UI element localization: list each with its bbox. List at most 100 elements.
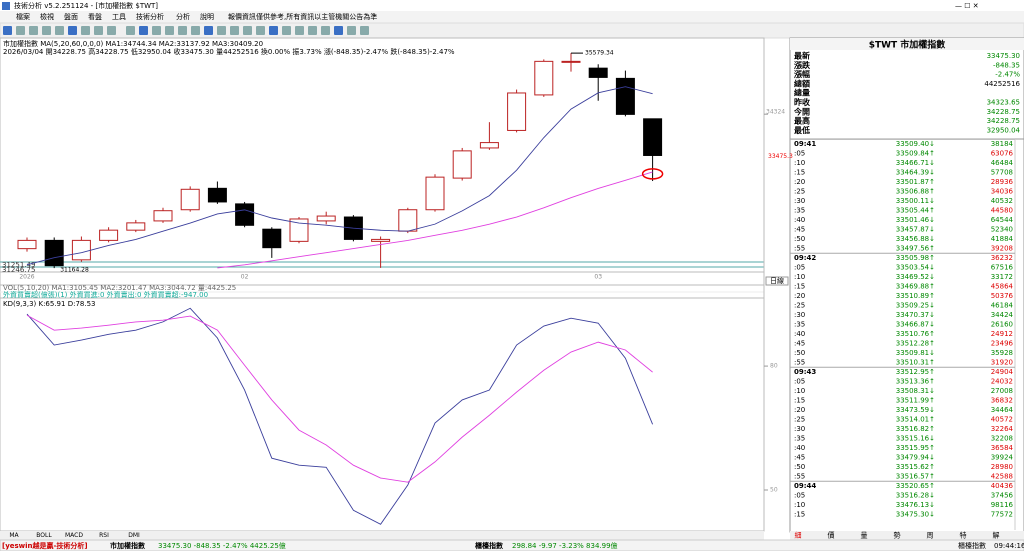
tick-time: :25	[794, 302, 805, 310]
tick-price: 33509.81↓	[896, 349, 935, 357]
tick-volume: 32208	[991, 435, 1013, 443]
indicator-tab[interactable]: BOLL	[36, 532, 52, 539]
tick-time: :40	[794, 216, 805, 224]
candle-body	[126, 222, 146, 231]
tool-button[interactable]	[256, 26, 265, 35]
tool-button[interactable]	[107, 26, 116, 35]
tick-time: :15	[794, 283, 805, 291]
quote-value: 34228.75	[987, 108, 1020, 116]
panel-tab[interactable]: 細	[795, 531, 802, 540]
menu-item[interactable]: 分析	[176, 12, 190, 21]
tool-button[interactable]	[295, 26, 304, 35]
status-quote: 298.84 -9.97 -3.23% 834.99億	[512, 541, 618, 550]
panel-tab[interactable]: 價	[828, 531, 835, 540]
tool-button[interactable]	[308, 26, 317, 35]
tool-button[interactable]	[204, 26, 213, 35]
tick-volume: 32264	[991, 425, 1014, 433]
tick-volume: 34424	[991, 311, 1014, 319]
menu-item[interactable]: 技術分析	[136, 12, 164, 21]
y-tick-label: 34324	[766, 109, 785, 116]
tool-button[interactable]	[126, 26, 135, 35]
menu-item[interactable]: 工具	[112, 13, 126, 21]
tick-time: :05	[794, 378, 805, 386]
tool-button[interactable]	[16, 26, 25, 35]
tool-button[interactable]	[230, 26, 239, 35]
period[interactable]: 日線	[770, 276, 784, 285]
panel-tab[interactable]: 解	[993, 531, 1000, 540]
tick-price: 33516.57↑	[896, 473, 935, 481]
tool-button[interactable]	[347, 26, 356, 35]
indicator-tab[interactable]: RSI	[99, 532, 109, 539]
tool-button[interactable]	[269, 26, 278, 35]
menu-item[interactable]: 檔案	[16, 12, 30, 21]
tick-price: 33456.88↓	[896, 235, 935, 243]
y-tick-label: 80	[770, 363, 778, 370]
tick-time: :20	[794, 292, 805, 300]
status-index: 櫃檯指數	[958, 541, 986, 550]
tick-price: 33470.37↓	[896, 311, 935, 319]
tool-button[interactable]	[81, 26, 90, 35]
quote-value: 32950.04	[987, 126, 1021, 134]
tick-price: 33475.30↓	[896, 511, 935, 519]
candle-body	[207, 187, 227, 203]
tick-time: :10	[794, 501, 805, 509]
indicator-tab[interactable]: MACD	[65, 532, 83, 539]
tool-button[interactable]	[243, 26, 252, 35]
tool-button[interactable]	[139, 26, 148, 35]
tick-time: :15	[794, 169, 805, 177]
quote-header-bg	[790, 38, 1024, 50]
indicator-tab[interactable]: DMI	[128, 532, 140, 539]
tick-time: :45	[794, 454, 805, 462]
panel-tab[interactable]: 量	[861, 532, 868, 540]
tool-button[interactable]	[68, 26, 77, 35]
window-title: 技術分析 v5.2.251124 - [市加權指數 $TWT]	[14, 1, 158, 10]
tool-button[interactable]	[165, 26, 174, 35]
tool-button[interactable]	[29, 26, 38, 35]
tool-button[interactable]	[152, 26, 161, 35]
tick-time: :55	[794, 245, 805, 253]
tool-button[interactable]	[178, 26, 187, 35]
tick-volume: 39924	[991, 454, 1014, 462]
tick-volume: 67516	[991, 264, 1014, 272]
panel-tab[interactable]: 周	[927, 532, 934, 540]
tool-button[interactable]	[55, 26, 64, 35]
tool-button[interactable]	[217, 26, 226, 35]
kd-title: KD(9,3,3) K:65.91 D:78.53	[3, 300, 95, 308]
status-index: 市加權指數	[110, 541, 145, 550]
tick-price: 33515.95↑	[896, 444, 935, 452]
tick-price: 33510.89↑	[896, 292, 935, 300]
menu-item[interactable]: 檢視	[40, 12, 54, 21]
status-time: 09:44:16	[994, 542, 1024, 550]
tick-volume: 64544	[991, 216, 1014, 224]
indicator-tab[interactable]: MA	[9, 532, 19, 539]
tick-time: :35	[794, 435, 805, 443]
tick-price: 33512.28↑	[896, 340, 935, 348]
tool-button[interactable]	[3, 26, 12, 35]
period-box[interactable]	[765, 276, 789, 286]
menu-item[interactable]: 看盤	[88, 12, 102, 21]
tool-button[interactable]	[360, 26, 369, 35]
tick-time: :55	[794, 359, 805, 367]
tick-volume: 37456	[991, 492, 1014, 500]
panel-tab[interactable]: 勢	[894, 531, 901, 540]
tool-button[interactable]	[94, 26, 103, 35]
menu-bar	[0, 11, 1024, 23]
tool-button[interactable]	[334, 26, 343, 35]
status-index: 櫃檯指數	[475, 541, 503, 550]
tick-volume: 36584	[991, 444, 1014, 452]
menu-item[interactable]: 說明	[200, 12, 214, 21]
tool-button[interactable]	[321, 26, 330, 35]
quote-value: -2.47%	[995, 71, 1020, 79]
tool-button[interactable]	[42, 26, 51, 35]
tool-button[interactable]	[191, 26, 200, 35]
window-controls[interactable]: — ☐ ✕	[955, 2, 979, 10]
panel-tab[interactable]: 特	[960, 531, 967, 540]
candle-body	[479, 142, 499, 149]
menu-item[interactable]: 盤面	[64, 12, 78, 21]
info-line: 2026/03/04 開34228.75 高34228.75 低32950.04…	[3, 47, 455, 56]
candle-body	[44, 239, 64, 267]
tick-price: 33516.82↑	[896, 425, 935, 433]
tool-button[interactable]	[282, 26, 291, 35]
